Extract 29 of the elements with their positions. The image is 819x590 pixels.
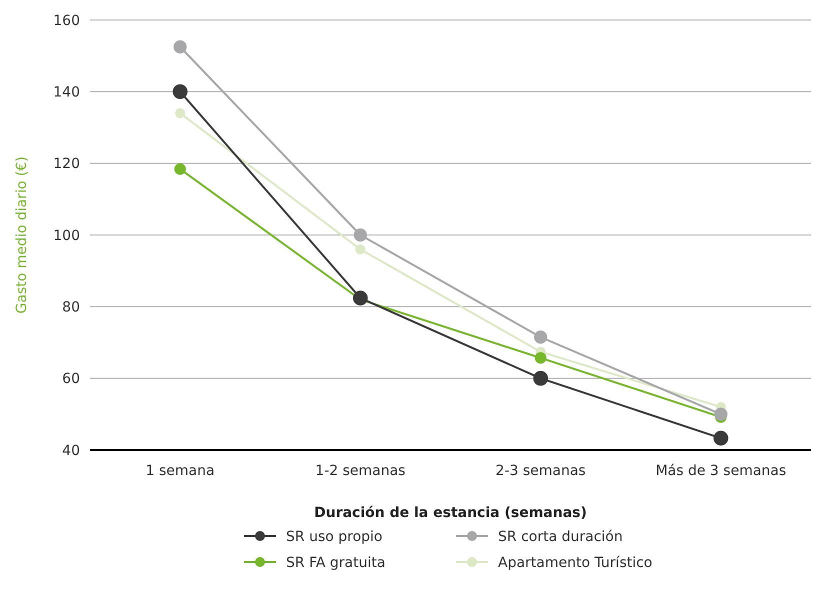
x-tick-label: 1 semana (146, 463, 215, 479)
x-tick-label: 2-3 semanas (496, 463, 586, 479)
x-tick-label: 1-2 semanas (315, 463, 406, 479)
point (174, 40, 187, 54)
y-tick-label: 100 (53, 228, 80, 244)
x-tick-label: Más de 3 semanas (656, 463, 786, 479)
point (172, 84, 188, 100)
legend-label: SR FA gratuita (286, 554, 386, 571)
point (714, 408, 728, 421)
y-tick-label: 140 (53, 84, 80, 101)
y-axis-title: Gasto medio diario (€) (14, 156, 30, 314)
legend-label: SR uso propio (286, 528, 382, 545)
legend-label: SR corta duración (498, 528, 623, 545)
y-tick-label: 60 (62, 371, 80, 388)
point (533, 370, 548, 386)
point (534, 352, 546, 364)
point (175, 108, 186, 118)
point (174, 163, 186, 175)
point (354, 228, 367, 242)
point (534, 330, 548, 344)
point (713, 430, 728, 446)
x-axis-title: Duración de la estancia (semanas) (314, 505, 587, 521)
legend-label: Apartamento Turístico (498, 554, 652, 571)
y-tick-label: 120 (53, 156, 80, 172)
y-tick-label: 80 (62, 300, 80, 316)
point (352, 290, 368, 306)
point (355, 244, 366, 254)
y-tick-label: 160 (53, 12, 80, 29)
y-tick-label: 40 (62, 442, 80, 459)
